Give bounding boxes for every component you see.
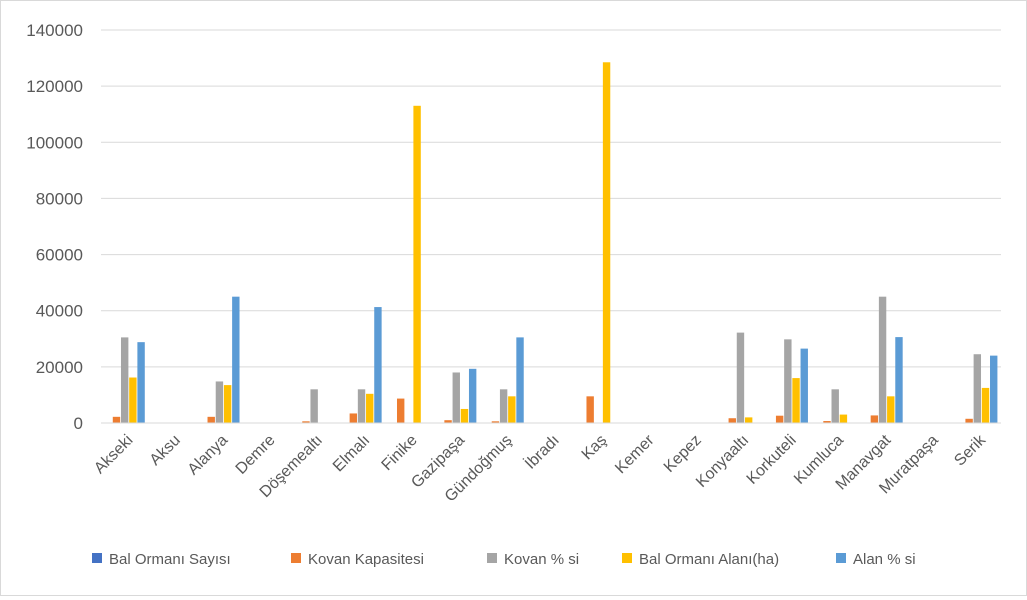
x-tick-label: Serik (951, 431, 990, 470)
bar (500, 389, 507, 423)
bar (871, 415, 878, 423)
y-tick-label: 0 (74, 414, 83, 433)
x-tick-label: Kemer (612, 431, 658, 477)
x-tick-label: Aksu (147, 432, 184, 469)
y-tick-label: 140000 (26, 21, 83, 40)
legend-swatch (622, 553, 632, 563)
x-tick-label: Kepez (661, 432, 705, 476)
legend-label: Bal Ormanı Sayısı (109, 551, 231, 568)
bar (216, 381, 223, 423)
y-axis-ticks: 0 20000 40000 60000 80000 100000 120000 140000 (26, 21, 83, 433)
bar (461, 409, 468, 423)
bar (366, 394, 373, 423)
bars (101, 62, 1001, 423)
bar (224, 385, 231, 423)
bar (895, 337, 902, 423)
legend-swatch (291, 553, 301, 563)
bar (310, 389, 317, 423)
legend-label: Bal Ormanı Alanı(ha) (639, 551, 779, 568)
bar (965, 419, 972, 423)
x-tick-label: Finike (379, 432, 421, 474)
bar (737, 333, 744, 423)
x-tick-label: Alanya (185, 432, 232, 479)
bar (990, 356, 997, 423)
x-tick-label: Korkuteli (744, 432, 800, 488)
bar (350, 413, 357, 423)
bar (729, 418, 736, 423)
y-tick-label: 120000 (26, 77, 83, 96)
bar (776, 416, 783, 423)
bar (121, 337, 128, 423)
x-tick-label: Elmalı (330, 432, 373, 475)
bar (974, 354, 981, 423)
bar (586, 396, 593, 423)
bar (840, 415, 847, 423)
legend-swatch (836, 553, 846, 563)
bar (879, 297, 886, 423)
x-tick-label: İbradı (520, 430, 562, 472)
legend-swatch (92, 553, 102, 563)
y-tick-label: 100000 (26, 133, 83, 152)
bar (603, 62, 610, 423)
bar (508, 396, 515, 423)
legend-label: Kovan Kapasitesi (308, 551, 424, 568)
legend-swatch (487, 553, 497, 563)
x-tick-label: Konyaaltı (693, 432, 752, 491)
bar (982, 388, 989, 423)
bar (397, 399, 404, 423)
bar (413, 106, 420, 423)
bar (784, 339, 791, 423)
legend-label: Kovan % si (504, 551, 579, 568)
bar (516, 337, 523, 423)
bar (137, 342, 144, 423)
y-tick-label: 80000 (36, 189, 83, 208)
bar (129, 378, 136, 423)
bar (792, 378, 799, 423)
bar (358, 389, 365, 423)
legend-label: Alan % si (853, 551, 916, 568)
bar (887, 396, 894, 423)
x-tick-label: Demre (233, 432, 279, 478)
y-tick-label: 40000 (36, 302, 83, 321)
y-tick-label: 60000 (36, 246, 83, 265)
y-tick-label: 20000 (36, 358, 83, 377)
bar (801, 349, 808, 423)
bar (832, 389, 839, 423)
bar (113, 417, 120, 423)
x-tick-label: Kaş (579, 432, 611, 464)
bar (374, 307, 381, 423)
x-tick-label: Akseki (91, 432, 136, 477)
bar (208, 417, 215, 423)
bar (453, 372, 460, 423)
legend: Bal Ormanı Sayısı Kovan Kapasitesi Kovan %… (92, 551, 916, 568)
bar (469, 369, 476, 423)
bar (232, 297, 239, 423)
bar (745, 417, 752, 423)
